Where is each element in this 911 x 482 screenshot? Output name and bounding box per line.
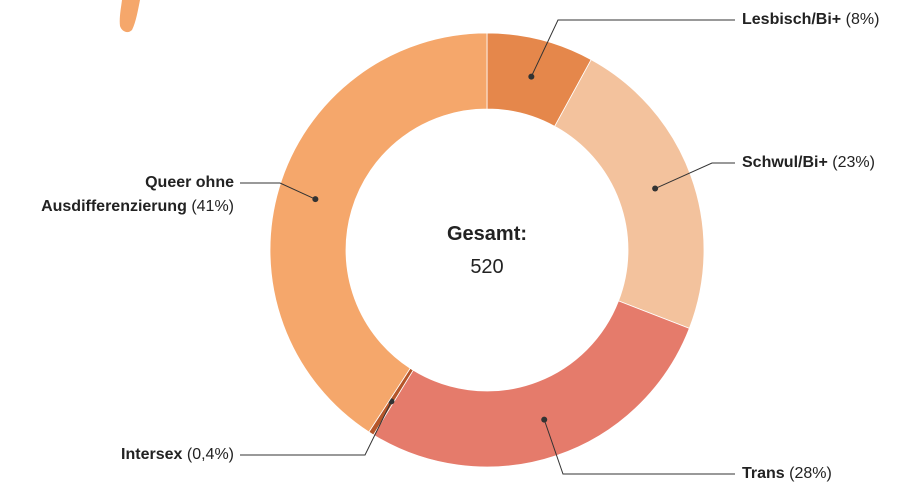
- total-value: 520: [470, 256, 503, 278]
- slice-value-label: (28%): [789, 465, 832, 482]
- decoration: [119, 0, 140, 33]
- leader-line: [240, 401, 392, 456]
- leader-dot: [528, 73, 535, 80]
- donut-slice: [269, 32, 488, 433]
- slice-label: Queer ohne Ausdifferenzierung (41%): [24, 171, 234, 219]
- leader-dot: [541, 416, 548, 423]
- slice-name: Schwul/Bi+: [742, 154, 828, 171]
- slice-label: Trans (28%): [742, 462, 832, 482]
- leader-line: [240, 182, 316, 200]
- slice-label: Schwul/Bi+ (23%): [742, 151, 875, 175]
- total-label: Gesamt:: [447, 223, 527, 245]
- slice-name: Intersex: [121, 446, 183, 463]
- donut-slice: [372, 300, 690, 468]
- slice-value-label: (0,4%): [186, 446, 234, 463]
- leader-dot: [312, 196, 319, 203]
- slice-value-label: (41%): [191, 198, 234, 215]
- slice-name: Trans: [742, 465, 785, 482]
- leader-line: [543, 419, 735, 475]
- leader-line: [654, 162, 735, 190]
- slice-value-label: (23%): [832, 154, 875, 171]
- leader-line: [530, 19, 735, 77]
- donut-slice: [554, 59, 705, 329]
- slice-value-label: (8%): [845, 11, 880, 28]
- leader-dot: [652, 185, 659, 192]
- slice-label: Lesbisch/Bi+ (8%): [742, 8, 879, 32]
- slice-label: Intersex (0,4%): [121, 443, 234, 467]
- slice-name: Queer ohne Ausdifferenzierung: [41, 174, 234, 215]
- slice-name: Lesbisch/Bi+: [742, 11, 842, 28]
